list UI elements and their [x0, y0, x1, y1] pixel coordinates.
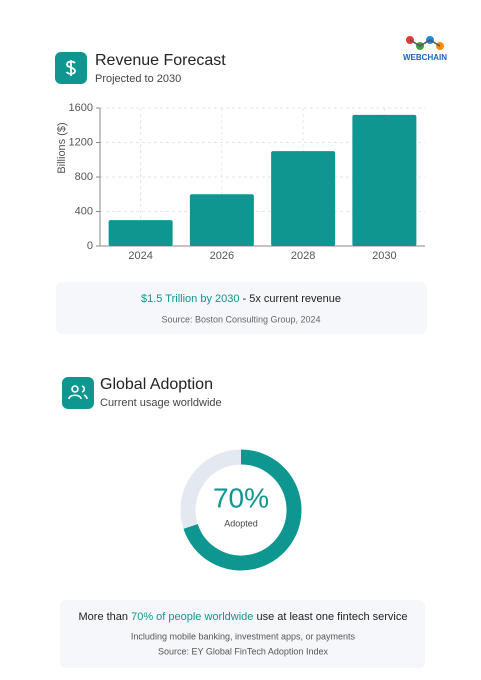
x-tick-label: 2024 — [128, 250, 152, 262]
note-text: - 5x current revenue — [239, 293, 341, 305]
x-tick-label: 2028 — [291, 250, 315, 262]
note-box — [60, 600, 425, 668]
y-tick-label: 400 — [75, 205, 93, 217]
icon — [62, 377, 94, 409]
donut-segment — [180, 449, 242, 529]
bar — [108, 220, 173, 246]
center-label: Adopted — [224, 518, 258, 528]
note-detail: Including mobile banking, investment app… — [131, 631, 356, 641]
x-tick-label: 2030 — [372, 250, 396, 262]
y-axis-label: Billions ($) — [56, 122, 68, 173]
note-highlight: 70% of people worldwide — [131, 611, 253, 623]
logo-text: WEBCHAIN — [403, 53, 447, 62]
chart-subtitle: Current usage worldwide — [100, 397, 222, 409]
note-source: Source: EY Global FinTech Adoption Index — [158, 646, 328, 656]
y-tick-label: 1200 — [69, 136, 93, 148]
note-source: Source: Boston Consulting Group, 2024 — [161, 314, 320, 324]
bar — [352, 114, 417, 247]
bar-chart: 0 400 800 1200 1600 2024 2026 2028 2030 — [69, 102, 425, 262]
note-text: More than — [79, 611, 132, 623]
dollar-icon — [65, 60, 76, 76]
y-tick-label: 0 — [87, 240, 93, 252]
bar — [271, 151, 336, 246]
people-icon — [68, 385, 88, 400]
y-tick-label: 800 — [75, 171, 93, 183]
donut-segment — [183, 449, 302, 571]
note: More than 70% of people worldwide use at… — [79, 611, 408, 623]
chart-title: Revenue Forecast — [95, 52, 226, 69]
chart-title: Global Adoption — [100, 376, 213, 393]
center-value: 70% — [213, 482, 269, 513]
x-tick-label: 2026 — [210, 250, 234, 262]
logo — [406, 36, 444, 50]
note-text: use at least one fintech service — [253, 611, 407, 623]
note: $1.5 Trillion by 2030 - 5x current reven… — [141, 293, 341, 305]
note-highlight: $1.5 Trillion by 2030 — [141, 293, 239, 305]
chart-subtitle: Projected to 2030 — [95, 73, 181, 85]
y-tick-label: 1600 — [69, 102, 93, 114]
note-box — [56, 282, 427, 334]
donut-chart: 70% Adopted — [180, 449, 302, 571]
bar — [189, 194, 254, 246]
